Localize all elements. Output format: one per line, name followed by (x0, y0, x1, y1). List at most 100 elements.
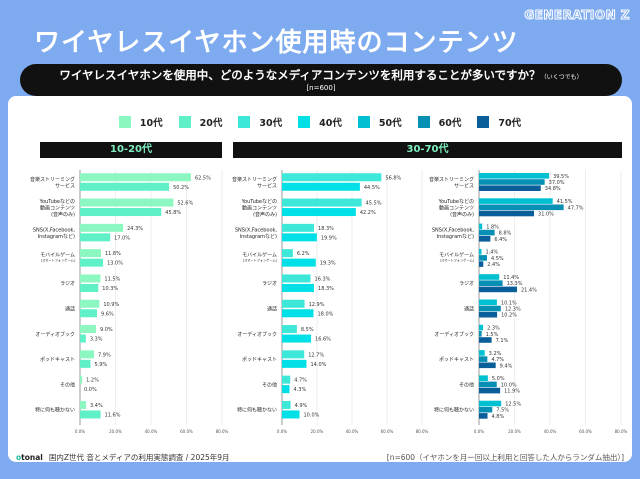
bar (479, 179, 545, 185)
category-label: 通話 (65, 306, 75, 313)
bar (282, 325, 297, 334)
data-label: 10.0% (501, 382, 517, 388)
bar (80, 359, 91, 368)
data-label: 34.8% (545, 186, 561, 192)
data-label: 16.6% (315, 337, 331, 343)
bar (479, 248, 482, 255)
tick-label: 60.0% (381, 429, 394, 434)
category-label: 動画コンテンツ (40, 204, 75, 211)
bar (282, 400, 291, 409)
legend-label: 40代 (319, 118, 342, 129)
data-label: 41.5% (557, 199, 573, 205)
data-label: 31.0% (538, 212, 554, 218)
data-label: 5.9% (94, 362, 107, 368)
legend-item: 20代 (178, 115, 222, 129)
category-label: Instagramなど) (437, 233, 474, 240)
tick-label: 60.0% (579, 429, 592, 434)
bar (80, 283, 99, 292)
legend-item: 60代 (417, 115, 462, 129)
bar (479, 311, 498, 318)
category-label: (音声のみ) (253, 211, 277, 218)
bar (479, 387, 501, 394)
category-label: サービス (257, 182, 277, 189)
data-label: 11.4% (503, 275, 519, 281)
data-label: 56.8% (385, 175, 401, 181)
bar (479, 274, 500, 280)
legend-label: 60代 (438, 118, 462, 129)
data-label: 4.3% (294, 387, 307, 393)
data-label: 45.5% (366, 201, 382, 207)
bar (282, 258, 316, 267)
data-label: 3.2% (489, 351, 502, 357)
bar (282, 198, 362, 207)
bar (479, 356, 488, 362)
data-label: 4.5% (491, 256, 504, 262)
category-label: YouTubeなどの (241, 198, 277, 205)
bar (479, 337, 492, 343)
data-label: 1.5% (486, 332, 499, 338)
page-title: ワイヤレスイヤホン使用時のコンテンツ (34, 28, 519, 58)
data-label: 13.3% (507, 281, 523, 287)
category-label: 音楽ストリーミング (232, 176, 277, 183)
tick-label: 40.0% (145, 429, 158, 434)
bar (479, 261, 484, 267)
bar (282, 283, 315, 292)
category-label: ポッドキャスト (242, 356, 277, 363)
data-label: 11.8% (105, 251, 121, 257)
category-label: SNS(X,Facebook, (432, 227, 475, 233)
data-label: 9.0% (100, 327, 113, 333)
tick-label: 60.0% (180, 429, 193, 434)
otonal-logo: otonal (16, 453, 43, 462)
category-label: オーディオブック (237, 331, 277, 338)
data-label: 8.8% (499, 231, 512, 237)
data-label: 42.2% (360, 210, 376, 216)
tick-label: 80.0% (416, 429, 429, 434)
data-label: 10.1% (501, 300, 517, 306)
bar (479, 375, 488, 381)
data-label: 11.5% (104, 276, 120, 282)
data-label: 47.7% (568, 205, 584, 211)
data-label: 8.5% (301, 327, 314, 333)
category-label: ラジオ (262, 281, 277, 287)
data-label: 44.5% (364, 185, 380, 191)
brand-logo: GENERATION Z (524, 8, 630, 23)
bar (80, 198, 174, 207)
tick-label: 80.0% (615, 429, 628, 434)
bar (282, 410, 300, 419)
category-label: (スマートフォンゲーム) (440, 258, 474, 263)
data-label: 18.3% (318, 286, 334, 292)
category-label: オーディオブック (35, 331, 75, 338)
category-label: サービス (55, 182, 75, 189)
data-label: 14.0% (311, 362, 327, 368)
data-label: 19.3% (320, 261, 336, 267)
category-label: モバイルゲーム (242, 252, 277, 259)
legend: 10代 20代 30代 40代 50代 60代 70代 (0, 115, 640, 129)
data-label: 1.2% (86, 378, 99, 384)
legend-item: 40代 (298, 115, 342, 129)
tick-label: 80.0% (216, 429, 229, 434)
bar (479, 173, 550, 179)
data-label: 11.9% (504, 389, 520, 395)
category-label: SNS(X,Facebook, (235, 227, 278, 233)
category-label: Instagramなど) (240, 233, 277, 240)
data-label: 7.5% (496, 408, 509, 414)
category-label: 音楽ストリーミング (30, 176, 75, 183)
bar (479, 223, 483, 230)
data-label: 4.9% (295, 403, 308, 409)
data-label: 39.5% (553, 174, 569, 180)
data-label: 10.3% (102, 286, 118, 292)
data-label: 10.2% (501, 313, 517, 319)
legend-item: 30代 (238, 115, 282, 129)
category-label: 特に何も聴かない (434, 407, 474, 414)
source-text: 国内Z世代 音とメディアの利用実態調査 / 2025年9月 (48, 453, 230, 462)
bar (282, 385, 290, 394)
data-label: 52.6% (177, 201, 193, 207)
data-label: 5.0% (492, 376, 505, 382)
data-label: 3.3% (90, 337, 103, 343)
tick-label: 40.0% (544, 429, 557, 434)
bar (479, 331, 482, 337)
category-label: その他 (459, 381, 474, 388)
category-label: ポッドキャスト (40, 356, 75, 363)
